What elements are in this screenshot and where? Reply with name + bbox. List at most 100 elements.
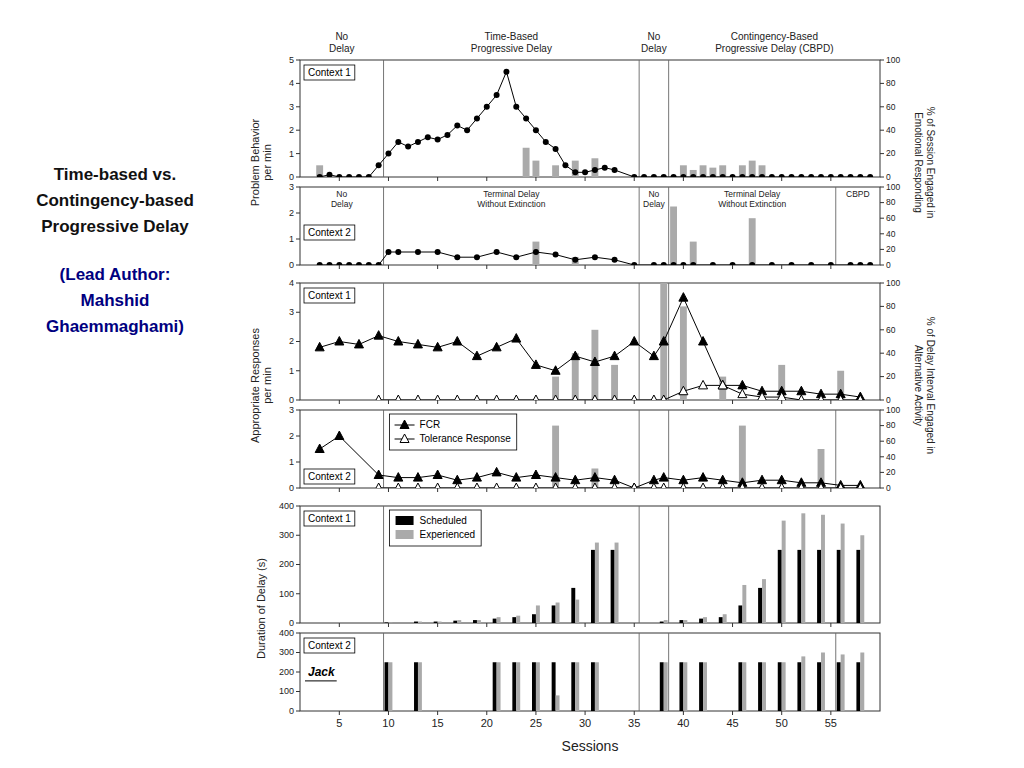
point: [405, 144, 411, 150]
panel: 0123020406080100Context 2FCRTolerance Re…: [289, 405, 900, 493]
bar: [782, 521, 786, 623]
point: [492, 342, 501, 351]
bar: [572, 353, 579, 400]
point: [336, 174, 342, 177]
point: [867, 174, 873, 177]
point: [433, 470, 442, 479]
point: [512, 483, 521, 488]
bar: [611, 550, 615, 623]
x-tick: [781, 711, 782, 715]
point: [649, 483, 658, 488]
point: [513, 104, 519, 110]
phase-line: [383, 283, 384, 400]
y2-tick: [880, 202, 884, 203]
y-tick: [296, 153, 300, 154]
x-tick: [339, 623, 340, 627]
point: [769, 262, 775, 265]
marks: [384, 633, 865, 711]
x-tick: [634, 488, 635, 492]
point: [553, 146, 559, 152]
point: [649, 395, 658, 400]
x-tick: [585, 400, 586, 404]
point: [413, 339, 422, 348]
bar: [536, 605, 540, 623]
bar: [453, 621, 457, 623]
phase-line: [639, 506, 640, 623]
x-tick: [634, 400, 635, 404]
x-tick: [830, 488, 831, 492]
y-axis-label-line: Duration of Delay (s): [255, 558, 267, 659]
bar: [414, 662, 418, 711]
y2-tick-label: 0: [886, 260, 891, 270]
bar: [742, 585, 746, 623]
bar: [801, 656, 805, 711]
bar: [552, 165, 559, 177]
bar: [719, 617, 723, 623]
point: [474, 254, 480, 260]
phase-line: [668, 283, 669, 400]
bar: [572, 161, 579, 177]
phase-label-line: Delay: [331, 199, 353, 209]
phase-line: [668, 60, 669, 177]
x-tick: [585, 623, 586, 627]
y-tick: [296, 106, 300, 107]
x-tick: [683, 488, 684, 492]
subtitle: (Lead Author:MahshidGhaemmaghami): [46, 265, 184, 336]
y2-tick: [880, 233, 884, 234]
point: [553, 252, 559, 258]
bar: [552, 662, 556, 711]
point: [454, 123, 460, 129]
y2-tick-label: 20: [886, 148, 896, 158]
point: [671, 262, 677, 265]
point: [720, 174, 726, 177]
y-tick-label: 1: [289, 457, 294, 467]
x-tick-label: 20: [481, 717, 493, 729]
point: [818, 174, 824, 177]
phase-line: [383, 410, 384, 488]
x-tick: [486, 177, 487, 181]
y2-tick-label: 60: [886, 325, 896, 335]
y-tick-label: 200: [279, 667, 294, 677]
y2-axis-label: % of Delay Interval Engaged inAlternativ…: [913, 317, 936, 454]
y-tick: [296, 130, 300, 131]
bar: [552, 605, 556, 623]
context-label: Context 2: [308, 640, 351, 651]
point: [336, 262, 342, 265]
y2-tick-label: 40: [886, 125, 896, 135]
x-tick: [830, 711, 831, 715]
x-tick: [683, 623, 684, 627]
point: [602, 165, 608, 171]
point: [777, 483, 786, 488]
legend-label: Tolerance Response: [420, 433, 512, 444]
point: [572, 169, 578, 175]
context-label: Context 2: [308, 471, 351, 482]
bar: [670, 207, 677, 266]
legend: ScheduledExperienced: [390, 510, 482, 546]
bar: [516, 662, 520, 711]
point: [817, 395, 826, 400]
y2-tick: [880, 376, 884, 377]
y-tick: [296, 83, 300, 84]
phase-header: NoDelay: [329, 31, 355, 54]
bar: [457, 620, 461, 623]
bar: [532, 614, 536, 623]
y-tick: [296, 535, 300, 536]
bar: [699, 619, 703, 623]
x-tick: [634, 623, 635, 627]
point: [848, 174, 854, 177]
phase-label-line: Terminal Delay: [724, 189, 781, 199]
point: [326, 262, 332, 265]
x-tick: [781, 400, 782, 404]
plot-frame: [300, 506, 880, 623]
bar: [532, 662, 536, 711]
y2-tick-label: 60: [886, 436, 896, 446]
legend-label: Experienced: [420, 529, 476, 540]
phase-line: [639, 410, 640, 488]
point: [433, 342, 442, 351]
x-tick: [585, 711, 586, 715]
phase-label-line: CBPD: [846, 189, 870, 199]
point: [444, 132, 450, 138]
bar: [679, 620, 683, 623]
y2-tick: [880, 472, 884, 473]
x-tick: [585, 177, 586, 181]
